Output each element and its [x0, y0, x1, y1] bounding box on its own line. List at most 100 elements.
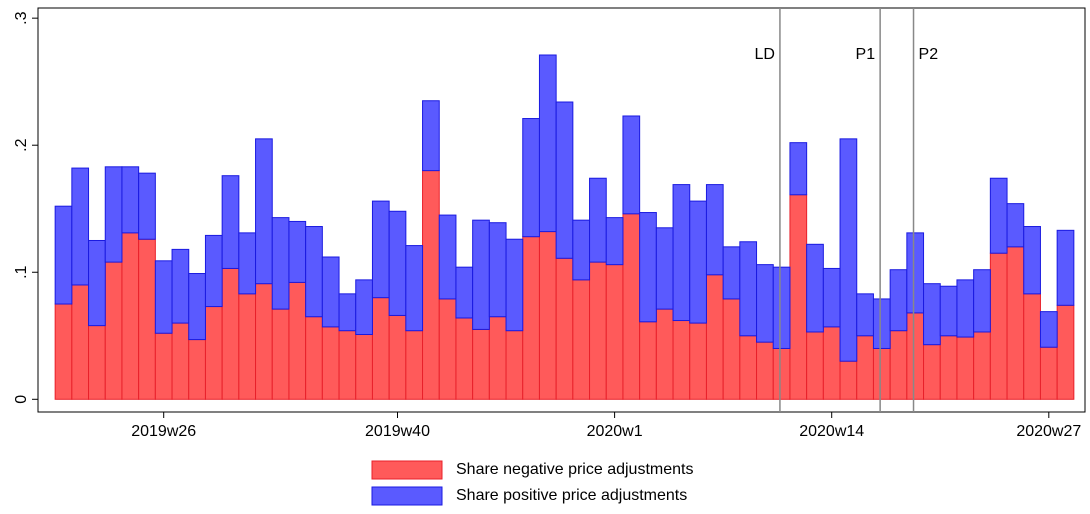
- bar-segment: [305, 226, 323, 318]
- x-tick-label: 2020w14: [799, 423, 864, 440]
- bar-segment: [1056, 229, 1075, 306]
- bar-segment: [538, 231, 557, 400]
- bar-segment: [555, 101, 574, 259]
- bar-segment: [221, 175, 240, 269]
- x-tick-label: 2019w40: [365, 423, 430, 440]
- bar-segment: [1056, 304, 1075, 400]
- bar-segment: [488, 316, 507, 400]
- bar-segment: [88, 239, 106, 327]
- bar-segment: [338, 330, 357, 400]
- bar-segment: [188, 339, 206, 400]
- bar-segment: [355, 279, 373, 336]
- bar-segment: [388, 210, 407, 316]
- bar-segment: [822, 267, 841, 328]
- bar-segment: [271, 308, 290, 400]
- bar-segment: [772, 266, 791, 349]
- y-tick-label: .2: [13, 138, 30, 151]
- bar-segment: [956, 336, 975, 400]
- bar-segment: [255, 283, 273, 400]
- bar-segment: [655, 308, 674, 400]
- bar-segment: [806, 331, 824, 400]
- bar-segment: [138, 238, 156, 400]
- plot-frame: [37, 7, 1086, 413]
- bar-segment: [422, 170, 440, 400]
- bar-segment: [154, 260, 173, 334]
- bar-segment: [54, 205, 73, 305]
- bar-segment: [488, 222, 507, 318]
- bar-segment: [405, 245, 424, 332]
- bar-segment: [505, 330, 524, 400]
- bar-segment: [622, 115, 641, 215]
- y-tick-label: 0: [13, 395, 30, 404]
- bar-segment: [422, 100, 440, 172]
- bar-segment: [455, 266, 474, 319]
- bar-segment: [371, 200, 390, 299]
- bar-segment: [1006, 246, 1025, 400]
- event-label: P2: [919, 46, 939, 63]
- bar-segment: [989, 252, 1008, 400]
- bar-segment: [71, 167, 90, 286]
- y-tick-label: .3: [13, 11, 30, 24]
- bar-segment: [756, 341, 774, 400]
- bar-segment: [705, 274, 724, 400]
- bar-segment: [288, 281, 307, 400]
- bar-segment: [639, 321, 657, 400]
- bar-segment: [121, 232, 140, 400]
- bar-segment: [806, 243, 824, 333]
- legend-label: Share negative price adjustments: [456, 461, 693, 478]
- bar-segment: [906, 312, 925, 400]
- bar-segment: [605, 264, 624, 400]
- bar-segment: [705, 184, 724, 276]
- bar-segment: [522, 118, 540, 238]
- bar-segment: [255, 138, 273, 285]
- bar-segment: [889, 269, 908, 332]
- bar-segment: [839, 138, 858, 362]
- bar-segment: [1023, 226, 1041, 295]
- bar-segment: [655, 227, 674, 310]
- bar-segment: [1006, 203, 1025, 248]
- bar-segment: [472, 219, 490, 330]
- bar-segment: [121, 166, 140, 234]
- bar-segment: [856, 335, 874, 400]
- bar-segment: [839, 360, 858, 400]
- bar-segment: [973, 269, 991, 333]
- bar-segment: [505, 238, 524, 332]
- bar-segment: [739, 241, 758, 337]
- bar-segment: [188, 273, 206, 341]
- bar-segment: [538, 54, 557, 233]
- bar-segment: [589, 261, 607, 400]
- bar-segment: [739, 335, 758, 400]
- y-tick-label: .1: [13, 265, 30, 278]
- bar-segment: [438, 298, 457, 400]
- bar-segment: [555, 257, 574, 400]
- bar-segment: [572, 219, 591, 281]
- bar-segment: [88, 325, 106, 400]
- bar-segment: [238, 293, 257, 400]
- bar-segment: [104, 261, 123, 400]
- bar-segment: [923, 344, 941, 400]
- bar-segment: [71, 284, 90, 400]
- bar-segment: [622, 213, 641, 400]
- bar-segment: [672, 184, 691, 322]
- bar-segment: [1039, 346, 1058, 400]
- bar-segment: [271, 217, 290, 310]
- bar-segment: [171, 248, 190, 324]
- bar-segment: [872, 298, 891, 349]
- bar-segment: [54, 303, 73, 400]
- bar-segment: [321, 326, 340, 400]
- bar-segment: [605, 217, 624, 266]
- bar-segment: [639, 212, 657, 323]
- bar-segment: [238, 232, 257, 295]
- bar-segment: [772, 347, 791, 400]
- bar-segment: [856, 293, 874, 337]
- bar-segment: [956, 279, 975, 338]
- bar-segment: [204, 306, 223, 400]
- bar-segment: [872, 347, 891, 400]
- bar-segment: [756, 264, 774, 343]
- legend-swatch: [371, 460, 443, 480]
- bar-segment: [472, 328, 490, 400]
- bar-segment: [689, 322, 707, 400]
- bar-segment: [388, 314, 407, 400]
- bar-segment: [939, 285, 958, 337]
